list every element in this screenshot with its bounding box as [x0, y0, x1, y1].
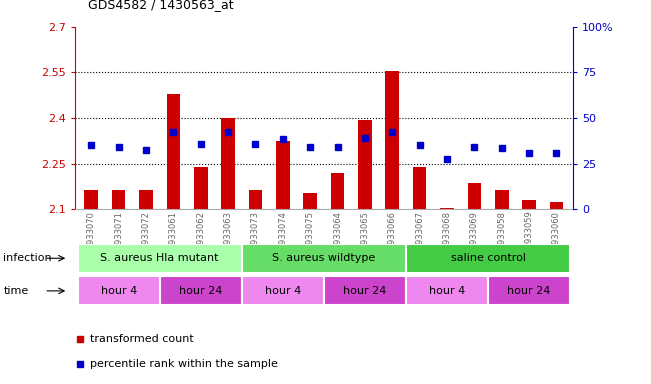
Text: percentile rank within the sample: percentile rank within the sample: [90, 359, 278, 369]
Text: S. aureus Hla mutant: S. aureus Hla mutant: [100, 253, 219, 263]
Text: saline control: saline control: [450, 253, 525, 263]
Bar: [139, 190, 153, 209]
Bar: [413, 167, 426, 209]
Bar: [242, 276, 324, 305]
Bar: [467, 184, 481, 209]
Text: hour 4: hour 4: [265, 286, 301, 296]
Bar: [276, 141, 290, 209]
Bar: [495, 190, 508, 209]
Bar: [221, 118, 235, 209]
Bar: [242, 244, 406, 273]
Bar: [77, 276, 159, 305]
Text: time: time: [3, 286, 29, 296]
Text: hour 24: hour 24: [507, 286, 551, 296]
Bar: [358, 119, 372, 209]
Bar: [406, 276, 488, 305]
Bar: [324, 276, 406, 305]
Bar: [85, 190, 98, 209]
Bar: [194, 167, 208, 209]
Bar: [112, 190, 126, 209]
Bar: [549, 202, 563, 209]
Text: infection: infection: [3, 253, 52, 263]
Bar: [249, 190, 262, 209]
Text: hour 4: hour 4: [429, 286, 465, 296]
Bar: [77, 244, 242, 273]
Text: transformed count: transformed count: [90, 334, 193, 344]
Text: GDS4582 / 1430563_at: GDS4582 / 1430563_at: [88, 0, 234, 12]
Text: S. aureus wildtype: S. aureus wildtype: [272, 253, 376, 263]
Bar: [406, 244, 570, 273]
Bar: [167, 94, 180, 209]
Bar: [488, 276, 570, 305]
Text: hour 24: hour 24: [343, 286, 387, 296]
Bar: [522, 200, 536, 209]
Text: hour 4: hour 4: [100, 286, 137, 296]
Bar: [440, 208, 454, 209]
Bar: [331, 173, 344, 209]
Text: hour 24: hour 24: [179, 286, 223, 296]
Bar: [159, 276, 242, 305]
Bar: [303, 192, 317, 209]
Bar: [385, 71, 399, 209]
